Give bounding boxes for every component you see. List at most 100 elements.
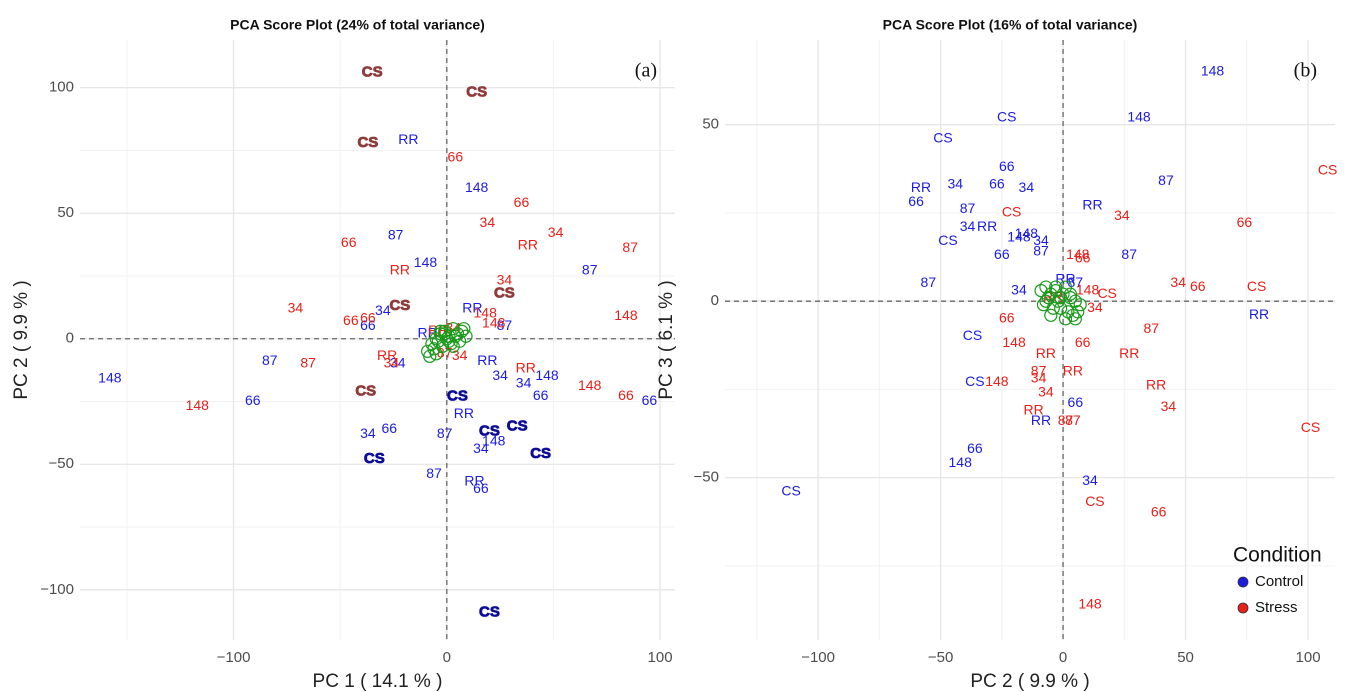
point-label: 34 <box>1087 299 1103 315</box>
point-label: 66 <box>245 392 261 408</box>
point-label: 34 <box>1031 370 1047 386</box>
point-label: 66 <box>908 193 924 209</box>
point-label: 87 <box>1058 412 1074 428</box>
x-tick-label: −50 <box>928 649 953 666</box>
point-label: 148 <box>1201 62 1225 78</box>
point-label: CS <box>494 285 515 302</box>
point <box>457 322 471 336</box>
point-label: CS <box>1318 161 1337 177</box>
point-label: 66 <box>642 392 658 408</box>
point-label: CS <box>507 418 528 435</box>
point-label: 34 <box>548 224 564 240</box>
point-label: 87 <box>1065 412 1081 428</box>
point-label: 34 <box>390 355 406 371</box>
point <box>1046 301 1060 315</box>
point-label: 87 <box>262 352 278 368</box>
point-label: 87 <box>582 262 598 278</box>
point-label: 87 <box>1033 242 1049 258</box>
point-label: 148 <box>474 304 498 320</box>
point <box>1044 308 1058 322</box>
point-label: 66 <box>967 440 983 456</box>
point-label: RR <box>462 299 482 315</box>
point-label: RR <box>1024 401 1044 417</box>
point-label: 34 <box>947 175 963 191</box>
point <box>1049 280 1063 294</box>
y-tick-label: 50 <box>57 204 74 221</box>
point <box>446 339 460 353</box>
point-label: 66 <box>618 387 634 403</box>
point-label: 34 <box>1033 232 1049 248</box>
point-label: 148 <box>1007 228 1031 244</box>
y-tick-label: −50 <box>694 469 719 486</box>
point-label: RR <box>390 262 410 278</box>
point-label: 148 <box>1127 108 1151 124</box>
point-label: RR <box>377 347 397 363</box>
point-label: RR <box>1119 345 1139 361</box>
point-label: CS <box>963 327 982 343</box>
point-label: 87 <box>300 355 316 371</box>
point-label: CS <box>389 297 410 314</box>
point-label: 66 <box>994 246 1010 262</box>
point-label: RR <box>977 218 997 234</box>
point-label: 87 <box>388 227 404 243</box>
point-label: 87 <box>1121 246 1137 262</box>
point <box>1063 291 1078 305</box>
point-label: 66 <box>473 480 489 496</box>
annotation: (a) <box>635 60 657 82</box>
point-label: RR <box>518 237 538 253</box>
point <box>1056 287 1070 301</box>
point-label: CS <box>355 382 376 399</box>
legend-label: Control <box>1255 573 1303 590</box>
x-tick-label: 50 <box>1177 649 1194 666</box>
point-label: CS <box>1002 204 1021 220</box>
point <box>1068 312 1082 326</box>
point-label: 66 <box>989 175 1005 191</box>
point-label: 34 <box>480 214 496 230</box>
y-axis-label: PC 3 ( 6.1 % ) <box>656 280 677 399</box>
point-label: CS <box>1301 419 1320 435</box>
y-tick-label: 0 <box>711 292 719 309</box>
point-label: 148 <box>985 373 1009 389</box>
point <box>1049 283 1063 298</box>
point-label: 66 <box>514 194 530 210</box>
point <box>1039 280 1053 294</box>
point-label: 34 <box>1038 384 1054 400</box>
point-label: CS <box>1247 278 1266 294</box>
point-label: 34 <box>960 218 976 234</box>
x-tick-label: 0 <box>1059 649 1067 666</box>
legend-title: Condition <box>1233 544 1322 567</box>
point-label: CS <box>938 232 957 248</box>
point-label: 148 <box>949 454 973 470</box>
point-label: RR <box>454 405 474 421</box>
point-label: CS <box>479 603 500 620</box>
point-label: CS <box>357 134 378 151</box>
x-axis-label: PC 2 ( 9.9 % ) <box>970 671 1089 692</box>
point-label: CS <box>364 450 385 467</box>
point-label: RR <box>398 131 418 147</box>
point-label: 34 <box>492 367 508 383</box>
point-label: CS <box>1085 493 1104 509</box>
point-label: CS <box>362 64 383 81</box>
x-axis-label: PC 1 ( 14.1 % ) <box>313 671 443 692</box>
point-label: 87 <box>921 274 937 290</box>
point-label: 34 <box>1114 207 1130 223</box>
point-label: 148 <box>1002 334 1026 350</box>
point-label: 148 <box>1015 225 1039 241</box>
point-label: 66 <box>341 234 357 250</box>
point-label: 87 <box>1143 320 1159 336</box>
point <box>1063 287 1078 301</box>
annotation: (b) <box>1294 60 1317 82</box>
point-label: 34 <box>1161 398 1177 414</box>
y-tick-label: −50 <box>49 455 74 472</box>
point-label: 34 <box>1019 179 1035 195</box>
point-label: RR <box>477 352 497 368</box>
point-label: 66 <box>1075 334 1091 350</box>
point <box>423 349 437 363</box>
point-label: 148 <box>1076 281 1100 297</box>
x-tick-label: −100 <box>217 649 251 666</box>
point-label: 66 <box>533 387 549 403</box>
point-label: CS <box>997 108 1016 124</box>
point-label: 34 <box>375 302 391 318</box>
point <box>1054 301 1068 315</box>
